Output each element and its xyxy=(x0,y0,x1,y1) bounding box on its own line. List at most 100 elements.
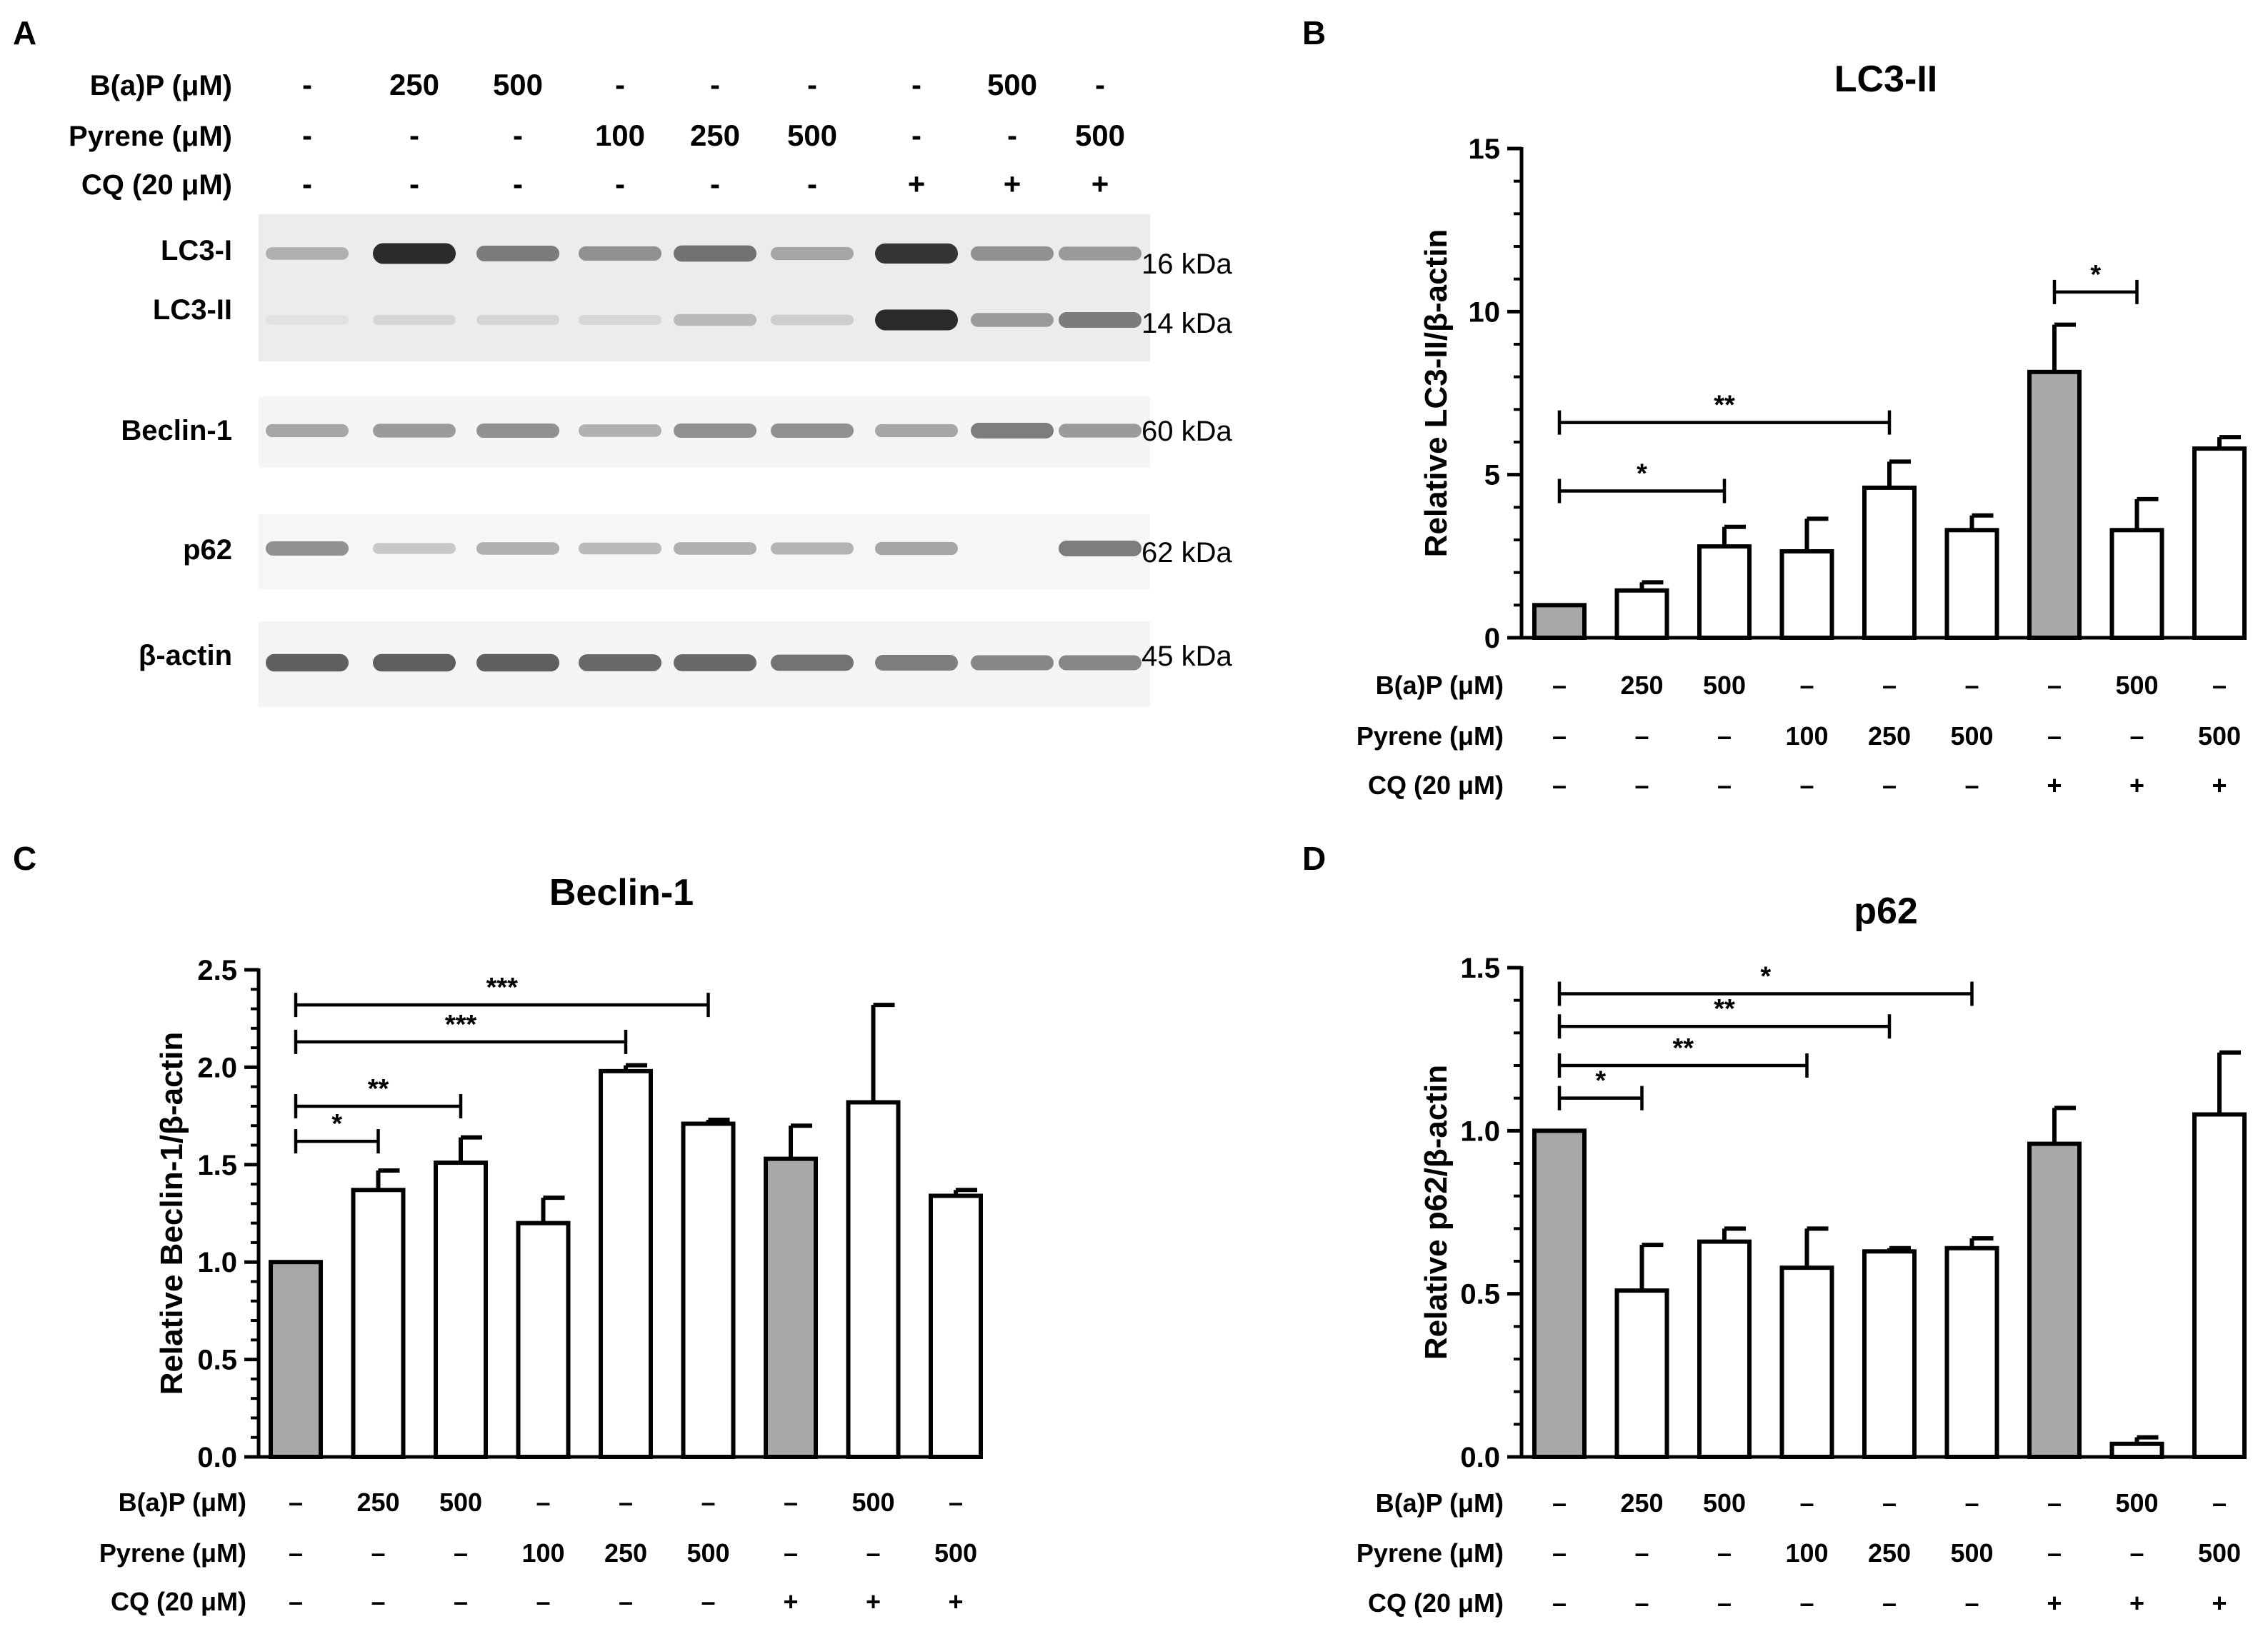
chart-b-cond-pyrene-7: – xyxy=(2047,721,2062,751)
blot-row-label-lc3-i: LC3-I xyxy=(161,235,232,266)
blot-band-actin-lane-5 xyxy=(674,654,756,671)
blot-band-actin-lane-2 xyxy=(373,653,456,672)
chart-c-bar-9 xyxy=(929,1193,983,1459)
chart-b-bar-9 xyxy=(2192,446,2247,641)
blot-condition-cq-0: - xyxy=(302,167,312,201)
chart-d-bar-8 xyxy=(2109,1441,2164,1459)
chart-c-ytick-label-2: 1.0 xyxy=(197,1247,237,1278)
chart-d-cond-bap-9: – xyxy=(2212,1488,2227,1518)
chart-d-title: p62 xyxy=(1854,891,1918,932)
chart-d-sig-bracket-0 xyxy=(1557,1086,1644,1111)
chart-c-cond-bap-7: – xyxy=(784,1488,798,1517)
blot-band-lc3-i-lane-2 xyxy=(373,243,456,264)
chart-b-cond-cq-1: – xyxy=(1552,771,1567,800)
chart-b-cond-cq-3: – xyxy=(1717,771,1732,800)
blot-condition-pyrene-1: - xyxy=(409,119,419,152)
chart-d-bar-6 xyxy=(1944,1245,1999,1459)
chart-b-cond-cq-2: – xyxy=(1634,771,1649,800)
blot-band-beclin1-lane-7 xyxy=(875,423,958,438)
blot-band-lc3-ii-lane-3 xyxy=(476,314,559,326)
chart-c-bar-3 xyxy=(434,1161,488,1460)
chart-c-cond-label-bap: B(a)P (μM) xyxy=(119,1488,246,1517)
chart-c-sig-bracket-3 xyxy=(294,993,710,1018)
blot-treatment-label-cq: CQ (20 μM) xyxy=(81,169,232,201)
chart-b-sig-bracket-2 xyxy=(2052,279,2139,304)
chart-d-cond-bap-1: – xyxy=(1552,1488,1567,1518)
chart-d-cond-cq-8: + xyxy=(2129,1588,2144,1618)
chart-d-cond-cq-5: – xyxy=(1882,1588,1897,1618)
blot-band-lc3-i-lane-4 xyxy=(579,246,661,261)
chart-b-cond-pyrene-4: 100 xyxy=(1785,721,1828,751)
chart-c-ytick-label-0: 0.0 xyxy=(197,1442,237,1473)
chart-b-ylabel: Relative LC3-II/β-actin xyxy=(1419,229,1454,558)
blot-condition-pyrene-5: 500 xyxy=(787,119,837,152)
blot-condition-pyrene-8: 500 xyxy=(1075,119,1125,152)
blot-band-lc3-ii-lane-1 xyxy=(266,315,349,325)
blot-condition-cq-6: + xyxy=(908,167,926,201)
chart-c-cond-bap-2: 250 xyxy=(356,1488,399,1517)
chart-c-cond-bap-4: – xyxy=(536,1488,550,1517)
blot-band-lc3-i-lane-8 xyxy=(971,246,1054,261)
blot-band-beclin1-lane-6 xyxy=(771,423,854,438)
blot-band-lc3-ii-lane-2 xyxy=(373,314,456,326)
chart-d-cond-bap-6: – xyxy=(1964,1488,1979,1518)
chart-b-cond-pyrene-8: – xyxy=(2129,721,2144,751)
chart-b-cond-bap-3: 500 xyxy=(1703,671,1746,700)
chart-c-cond-cq-6: – xyxy=(701,1587,715,1616)
blot-band-beclin1-lane-1 xyxy=(266,423,349,438)
chart-d-bar-4 xyxy=(1779,1265,1834,1459)
chart-c-title: Beclin-1 xyxy=(549,872,694,913)
blot-band-actin-lane-8 xyxy=(971,655,1054,671)
chart-d-cond-pyrene-6: 500 xyxy=(1950,1538,1993,1568)
chart-c-cond-pyrene-8: – xyxy=(866,1538,880,1568)
chart-b-cond-pyrene-1: – xyxy=(1552,721,1567,751)
chart-b-sig-label-2: * xyxy=(2090,260,2101,290)
chart-b-cond-cq-4: – xyxy=(1799,771,1814,800)
blot-band-lc3-i-lane-3 xyxy=(476,246,559,261)
chart-c-cond-pyrene-7: – xyxy=(784,1538,798,1568)
blot-band-lc3-ii-lane-4 xyxy=(579,315,661,325)
chart-b-cond-bap-8: 500 xyxy=(2115,671,2158,700)
blot-row-label-lc3-ii: LC3-II xyxy=(153,294,232,326)
chart-d-cond-pyrene-4: 100 xyxy=(1785,1538,1828,1568)
chart-c-sig-label-3: *** xyxy=(486,973,519,1003)
chart-d-sig-label-1: ** xyxy=(1672,1033,1694,1063)
chart-b-ytick-label-1: 5 xyxy=(1484,460,1500,491)
chart-d-cond-bap-4: – xyxy=(1799,1488,1814,1518)
chart-d-cond-pyrene-2: – xyxy=(1634,1538,1649,1568)
chart-d-cond-pyrene-5: 250 xyxy=(1868,1538,1911,1568)
chart-b-bar-7 xyxy=(2027,369,2082,640)
chart-d-sig-label-3: * xyxy=(1760,962,1771,992)
chart-b-cond-pyrene-9: 500 xyxy=(2198,721,2241,751)
chart-b-cond-cq-9: + xyxy=(2212,771,2227,800)
chart-d-sig-bracket-3 xyxy=(1557,981,1974,1006)
blot-condition-bap-1: 250 xyxy=(389,68,439,101)
chart-b-bar-3 xyxy=(1697,544,1752,641)
panel-label-b: B xyxy=(1302,14,1326,51)
chart-b-cond-bap-7: – xyxy=(2047,671,2062,700)
blot-band-lc3-ii-lane-8 xyxy=(971,313,1054,327)
chart-c-cond-pyrene-6: 500 xyxy=(686,1538,729,1568)
blot-band-lc3-i-lane-1 xyxy=(266,247,349,260)
chart-d-ytick-label-3: 1.5 xyxy=(1460,953,1500,984)
chart-c-sig-bracket-2 xyxy=(294,1029,628,1054)
blot-condition-cq-2: - xyxy=(513,167,523,201)
chart-c-cond-bap-8: 500 xyxy=(851,1488,894,1517)
blot-condition-cq-8: + xyxy=(1091,167,1109,201)
blot-condition-cq-7: + xyxy=(1004,167,1021,201)
chart-d-cond-bap-7: – xyxy=(2047,1488,2062,1518)
chart-d-cond-pyrene-3: – xyxy=(1717,1538,1732,1568)
chart-b-bar-5 xyxy=(1862,485,1917,641)
chart-c-sig-label-2: *** xyxy=(445,1010,477,1040)
chart-b-cond-pyrene-3: – xyxy=(1717,721,1732,751)
blot-condition-bap-4: - xyxy=(710,68,720,101)
blot-band-actin-lane-4 xyxy=(579,654,661,671)
chart-b-title: LC3-II xyxy=(1834,59,1937,100)
chart-d-ytick-label-1: 0.5 xyxy=(1460,1279,1500,1310)
chart-d-bar-7 xyxy=(2027,1141,2082,1459)
chart-b-cond-bap-4: – xyxy=(1799,671,1814,700)
chart-c-cond-cq-5: – xyxy=(619,1587,633,1616)
chart-d-cond-pyrene-1: – xyxy=(1552,1538,1567,1568)
chart-c-cond-bap-6: – xyxy=(701,1488,715,1517)
blot-condition-cq-4: - xyxy=(710,167,720,201)
